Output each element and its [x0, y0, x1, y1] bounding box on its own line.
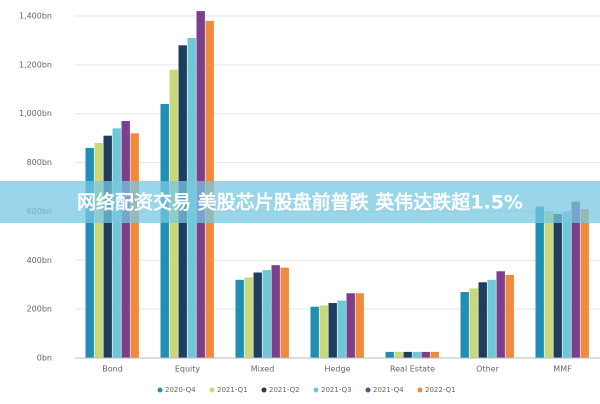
- banner: 网络配资交易 美股芯片股盘前普跌 英伟达跌超1.5%: [77, 191, 523, 214]
- x-tick-label: MMF: [553, 365, 572, 374]
- bar: [421, 351, 430, 358]
- bar: [121, 121, 130, 359]
- bar: [235, 279, 244, 358]
- y-tick-label: 800bn: [27, 158, 52, 167]
- bar: [478, 282, 487, 358]
- y-tick-label: 200bn: [27, 305, 52, 314]
- bar: [469, 288, 478, 358]
- bar: [130, 133, 139, 358]
- bar: [553, 213, 562, 358]
- x-tick-label: Bond: [102, 365, 123, 374]
- bar: [310, 306, 319, 358]
- y-tick-label: 1,200bn: [19, 60, 52, 69]
- banner-background: [0, 181, 600, 223]
- legend-marker: [209, 387, 215, 393]
- bar: [280, 267, 289, 358]
- bar: [337, 300, 346, 358]
- bar: [253, 272, 262, 358]
- bar: [403, 351, 412, 358]
- bar: [319, 305, 328, 358]
- bar: [94, 143, 103, 358]
- bar: [544, 211, 553, 358]
- bar: [262, 270, 271, 358]
- bar: [505, 274, 514, 358]
- bar: [244, 277, 253, 358]
- bar: [487, 279, 496, 358]
- y-tick-label: 400bn: [27, 256, 52, 265]
- bar: [496, 271, 505, 358]
- bar: [562, 211, 571, 358]
- legend-label: 2020-Q4: [165, 386, 196, 394]
- x-tick-label: Hedge: [324, 365, 350, 374]
- bar: [271, 265, 280, 358]
- y-tick-label: 0bn: [37, 354, 52, 363]
- legend-label: 2022-Q1: [425, 386, 456, 394]
- x-tick-label: Real Estate: [390, 365, 435, 374]
- x-tick-label: Other: [476, 365, 499, 374]
- bar: [460, 292, 469, 358]
- bar: [346, 293, 355, 358]
- x-tick-label: Mixed: [251, 365, 275, 374]
- legend-label: 2021-Q2: [269, 386, 300, 394]
- bar: [328, 303, 337, 358]
- bar: [385, 351, 394, 358]
- legend-marker: [417, 387, 423, 393]
- legend-label: 2021-Q4: [373, 386, 404, 394]
- y-tick-label: 1,400bn: [19, 12, 52, 21]
- legend-marker: [365, 387, 371, 393]
- bar: [571, 201, 580, 358]
- bar: [580, 208, 589, 358]
- bar: [430, 351, 439, 358]
- y-tick-label: 1,000bn: [19, 109, 52, 118]
- bar: [160, 103, 169, 358]
- legend-marker: [157, 387, 163, 393]
- bar: [412, 351, 421, 358]
- legend-label: 2021-Q1: [217, 386, 248, 394]
- bar: [103, 135, 112, 358]
- bar: [112, 128, 121, 358]
- bar: [535, 206, 544, 358]
- legend-marker: [313, 387, 319, 393]
- x-tick-label: Equity: [175, 365, 201, 374]
- legend-label: 2021-Q3: [321, 386, 352, 394]
- legend-marker: [261, 387, 267, 393]
- bar: [394, 351, 403, 358]
- bar: [85, 147, 94, 358]
- bar: [355, 293, 364, 358]
